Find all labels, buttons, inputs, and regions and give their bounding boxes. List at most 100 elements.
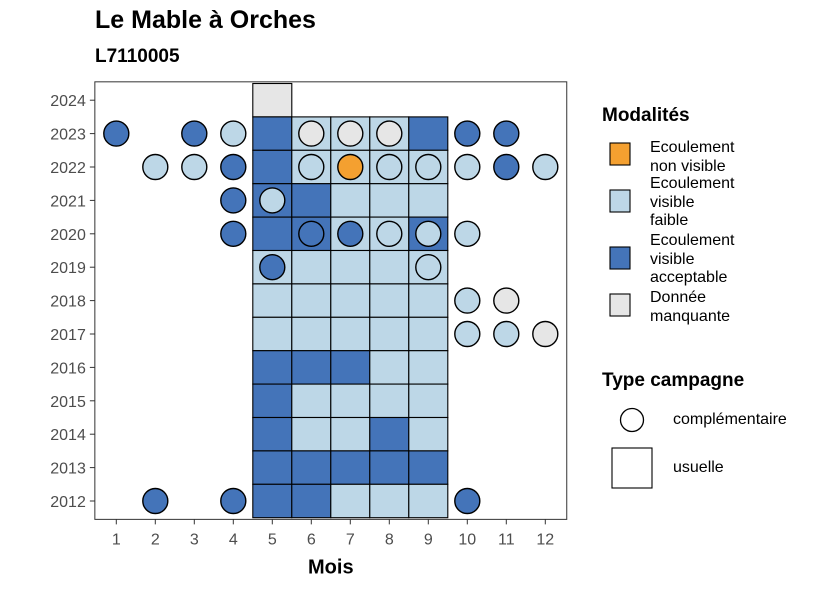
point-2020-4 — [220, 220, 247, 248]
y-tick-label-2024: 2024 — [50, 93, 86, 110]
legend-key-usuelle — [611, 447, 653, 489]
point-2021-5 — [259, 187, 286, 214]
tile-2019-8 — [369, 249, 410, 285]
tile-2018-8 — [369, 283, 410, 318]
tile-2016-6 — [291, 350, 332, 385]
x-tick-label-3: 3 — [190, 531, 199, 548]
tile-2015-5 — [252, 383, 293, 419]
tile-2016-5 — [252, 350, 293, 385]
tile-2017-8 — [369, 316, 410, 352]
tile-2013-7 — [330, 450, 371, 485]
tile-2013-5 — [252, 450, 293, 485]
point-2021-4 — [220, 187, 247, 214]
tile-2018-6 — [291, 283, 332, 318]
point-2018-10 — [454, 287, 481, 314]
x-tick-label-5: 5 — [268, 531, 277, 548]
legend-label-line: Donnée — [650, 289, 707, 306]
point-2023-10 — [454, 120, 481, 147]
tile-2022-5 — [252, 149, 293, 185]
y-tick-label-2016: 2016 — [50, 360, 86, 377]
point-2023-1 — [103, 120, 130, 147]
point-2012-2 — [142, 487, 169, 515]
point-2020-8 — [376, 220, 403, 248]
tile-2018-9 — [408, 283, 449, 318]
y-tick-label-2023: 2023 — [50, 127, 86, 144]
point-2020-7 — [337, 220, 364, 248]
legend-label-line: manquante — [650, 307, 731, 325]
legend-label-faible: Ecoulement visible faible — [650, 175, 735, 231]
tile-2018-7 — [330, 283, 371, 318]
tile-2015-6 — [291, 383, 332, 419]
point-2022-8 — [376, 153, 403, 181]
point-2020-10 — [454, 220, 481, 248]
legend-label-line: Ecoulement — [650, 232, 735, 249]
point-2022-2 — [142, 153, 169, 181]
point-2017-12 — [532, 320, 559, 348]
point-2018-11 — [493, 287, 520, 314]
tile-2016-9 — [408, 350, 449, 385]
y-tick-label-2019: 2019 — [50, 260, 86, 277]
legend-key-manquante — [609, 293, 631, 317]
y-tick-label-2018: 2018 — [50, 294, 86, 311]
tile-2012-6 — [291, 483, 332, 519]
legend-label-line: Ecoulement — [650, 139, 735, 156]
legend-label-line: non visible — [650, 157, 726, 175]
x-tick-label-12: 12 — [536, 531, 554, 548]
tile-2021-6 — [291, 183, 332, 218]
legend-label-complementaire: complémentaire — [673, 411, 787, 428]
y-tick-label-2014: 2014 — [50, 427, 86, 444]
x-tick-label-10: 10 — [458, 531, 476, 548]
tile-2021-7 — [330, 183, 371, 218]
tile-2012-5 — [252, 483, 293, 519]
point-2020-6 — [298, 220, 325, 248]
chart-title: Le Mable à Orches — [95, 6, 316, 34]
y-tick-label-2015: 2015 — [50, 394, 86, 411]
point-2022-3 — [181, 153, 208, 181]
tile-2021-9 — [408, 183, 449, 218]
point-2022-12 — [532, 153, 559, 181]
tile-2018-5 — [252, 283, 293, 318]
point-2020-9 — [415, 220, 442, 248]
tile-2021-8 — [369, 183, 410, 218]
legend-keys — [609, 142, 653, 489]
point-2023-7 — [337, 120, 364, 147]
legend-label-line: faible — [650, 212, 689, 229]
tile-2015-7 — [330, 383, 371, 419]
tile-2012-9 — [408, 483, 449, 519]
complementaire-points — [103, 120, 559, 515]
tile-2014-9 — [408, 416, 449, 452]
y-tick-label-2012: 2012 — [50, 494, 86, 511]
usuelle-tiles — [252, 82, 449, 519]
point-2019-9 — [415, 254, 442, 281]
point-2023-4 — [220, 120, 247, 147]
x-tick-label-11: 11 — [498, 531, 515, 548]
tile-2023-5 — [252, 116, 293, 151]
chart-subtitle: L7110005 — [95, 46, 180, 67]
point-2023-6 — [298, 120, 325, 147]
legend-key-non_visible — [609, 142, 631, 166]
y-tick-label-2013: 2013 — [50, 461, 86, 478]
x-tick-label-8: 8 — [385, 531, 394, 548]
tile-2013-6 — [291, 450, 332, 485]
y-tick-label-2022: 2022 — [50, 160, 86, 177]
point-2012-10 — [454, 487, 481, 515]
legend-label-line: Ecoulement — [650, 175, 735, 192]
tile-2017-7 — [330, 316, 371, 352]
y-tick-label-2017: 2017 — [50, 327, 86, 344]
tile-2016-8 — [369, 350, 410, 385]
y-tick-label-2021: 2021 — [50, 193, 86, 210]
point-2023-11 — [493, 120, 520, 147]
point-2022-11 — [493, 153, 520, 181]
tile-2014-7 — [330, 416, 371, 452]
point-2023-3 — [181, 120, 208, 147]
tile-2013-8 — [369, 450, 410, 485]
tile-2014-5 — [252, 416, 293, 452]
point-2022-9 — [415, 153, 442, 181]
tile-2020-5 — [252, 216, 293, 252]
tile-2012-7 — [330, 483, 371, 519]
legend-label-non_visible: Ecoulement non visible — [650, 139, 735, 176]
legend-label-line: acceptable — [650, 269, 728, 286]
legend-key-acceptable — [609, 246, 631, 270]
legend-key-complementaire — [619, 407, 645, 433]
